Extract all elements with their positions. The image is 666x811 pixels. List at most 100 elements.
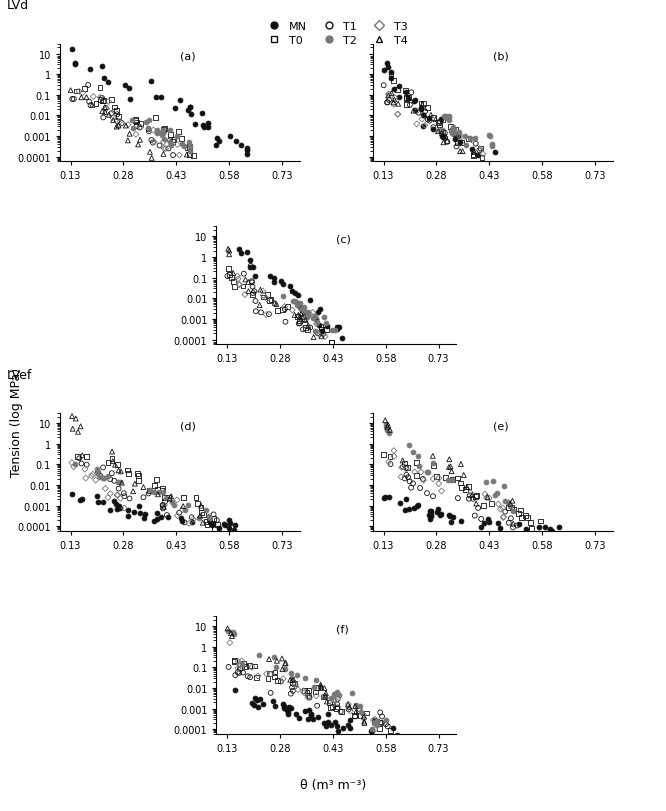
Point <box>450 133 460 146</box>
Point <box>539 521 550 534</box>
Point <box>474 144 485 157</box>
Point <box>277 697 288 710</box>
Point <box>269 276 280 289</box>
Point <box>253 701 264 714</box>
Point <box>505 500 515 513</box>
Point <box>240 273 250 286</box>
Point <box>379 64 390 77</box>
Point <box>401 469 412 482</box>
Point <box>184 140 194 153</box>
Point <box>186 511 197 524</box>
Point <box>276 652 287 665</box>
Point <box>238 667 248 680</box>
Point <box>514 518 525 531</box>
Point <box>166 496 177 508</box>
Point <box>210 522 220 535</box>
Point <box>158 502 168 515</box>
Point <box>292 684 303 697</box>
Point <box>228 276 239 289</box>
Point <box>184 517 194 530</box>
Point <box>388 75 398 88</box>
Point <box>288 295 299 308</box>
Point <box>196 507 207 520</box>
Point <box>113 111 124 124</box>
Point <box>109 495 119 508</box>
Point <box>223 243 234 256</box>
Point <box>452 137 463 150</box>
Point <box>167 135 178 148</box>
Point <box>503 517 514 530</box>
Point <box>270 666 280 679</box>
Point <box>269 651 280 664</box>
Point <box>293 290 304 303</box>
Point <box>271 660 282 673</box>
Point <box>327 324 338 337</box>
Point <box>93 496 104 509</box>
Point <box>343 703 354 716</box>
Point <box>316 324 327 337</box>
Point <box>470 509 480 522</box>
Point <box>229 654 240 667</box>
Point <box>394 81 404 94</box>
Point <box>86 470 97 483</box>
Point <box>272 305 283 318</box>
Point <box>374 722 384 735</box>
Point <box>162 508 172 521</box>
Point <box>316 330 327 343</box>
Point <box>250 295 261 308</box>
Point <box>428 490 438 503</box>
Point <box>120 79 131 92</box>
Point <box>464 489 475 502</box>
Point <box>535 515 545 528</box>
Point <box>234 279 244 292</box>
Point <box>388 444 399 457</box>
Point <box>74 453 85 466</box>
Point <box>174 507 184 520</box>
Point <box>414 460 425 473</box>
Point <box>308 307 318 320</box>
Point <box>115 502 125 515</box>
Point <box>226 272 236 285</box>
Point <box>328 693 339 706</box>
Point <box>97 92 107 105</box>
Point <box>482 491 493 504</box>
Point <box>383 61 394 74</box>
Point <box>395 497 406 510</box>
Point <box>419 97 430 110</box>
Point <box>444 110 454 123</box>
Point <box>312 315 322 328</box>
Point <box>306 709 316 722</box>
Point <box>457 136 468 149</box>
Point <box>210 139 221 152</box>
Point <box>99 101 110 114</box>
Point <box>498 511 509 524</box>
Point <box>465 132 476 145</box>
Point <box>172 494 182 507</box>
Point <box>189 118 200 131</box>
Point <box>426 508 436 521</box>
Point <box>456 458 466 471</box>
Point <box>272 654 282 667</box>
Point <box>294 297 305 310</box>
Point <box>397 454 408 467</box>
Point <box>467 489 478 502</box>
Point <box>270 700 281 713</box>
Point <box>148 124 159 137</box>
Point <box>289 309 300 322</box>
Point <box>444 115 455 128</box>
Point <box>103 76 113 89</box>
Point <box>468 149 478 162</box>
Point <box>81 472 91 485</box>
Point <box>107 112 118 125</box>
Point <box>278 290 288 303</box>
Point <box>406 482 416 495</box>
Point <box>447 474 458 487</box>
Point <box>286 702 296 714</box>
Point <box>418 474 429 487</box>
Text: θ (m³ m⁻³): θ (m³ m⁻³) <box>300 778 366 791</box>
Text: LVd: LVd <box>7 0 29 12</box>
Point <box>67 488 78 501</box>
Point <box>308 713 318 726</box>
Point <box>92 463 103 476</box>
Point <box>333 724 344 737</box>
